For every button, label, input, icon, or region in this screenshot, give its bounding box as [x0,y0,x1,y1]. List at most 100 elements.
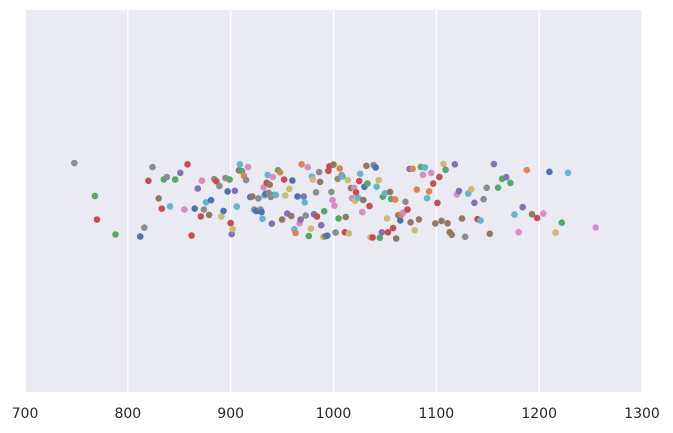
data-point [415,216,423,223]
data-point [145,177,152,185]
data-point [592,224,599,231]
data-point [404,206,411,213]
data-point [301,199,309,206]
data-point [166,203,174,210]
data-point [300,193,308,200]
data-point [330,161,337,168]
data-point [269,173,277,181]
data-point [181,206,188,213]
data-point [342,213,350,221]
data-point [540,210,547,217]
data-point [359,208,366,216]
data-point [436,173,443,181]
data-point [136,233,144,240]
data-point [389,224,397,232]
data-point [503,173,510,181]
data-point [528,211,536,218]
data-point [364,180,371,187]
data-point [352,189,360,196]
data-point [376,234,384,242]
data-point [386,188,394,196]
data-point [546,168,553,176]
data-point [213,177,220,185]
data-point [339,173,347,180]
data-point [494,184,502,191]
data-point [317,221,325,229]
data-point [266,181,274,188]
data-point [205,211,213,219]
data-point [515,228,522,236]
data-point [297,216,304,223]
data-point [375,176,383,184]
data-point [483,184,491,192]
data-point [366,202,373,210]
data-point [286,185,293,193]
data-point [468,185,475,193]
data-point [490,160,498,168]
data-point [444,220,451,227]
data-point [480,195,487,203]
data-point [313,213,321,220]
data-point [298,161,305,168]
data-point [177,169,184,177]
data-point [425,188,433,195]
data-point [429,180,437,187]
data-point [163,173,171,181]
data-point [427,169,435,177]
data-point [451,161,459,168]
data-point [93,216,101,223]
data-point [91,192,99,200]
data-point [421,164,429,171]
data-point [276,169,284,176]
data-point [249,193,256,200]
data-point [384,229,392,236]
data-point [411,227,419,234]
data-point [191,205,198,212]
data-point [158,205,166,212]
data-point [383,215,391,222]
data-point [363,162,370,170]
data-point [155,195,162,202]
data-point [224,188,231,195]
data-point [233,203,241,210]
data-point [442,166,449,174]
data-point [448,231,456,239]
data-point [316,178,324,186]
data-point [289,177,296,184]
x-tick-label: 1100 [419,406,455,422]
data-point [391,196,399,203]
data-point [229,225,236,233]
data-point [200,206,208,213]
grid-lines [24,10,643,392]
data-point [458,215,466,222]
data-point [331,202,338,209]
data-point [355,177,363,185]
data-point [305,232,313,240]
data-point [304,163,312,171]
data-point [423,194,431,202]
data-point [438,217,445,225]
data-point [329,196,336,204]
data-point [228,230,235,238]
data-point [216,182,223,190]
data-point [149,163,156,171]
data-point [231,187,239,195]
x-tick-label: 700 [12,406,39,422]
x-tick-label: 1200 [521,406,557,422]
data-point [268,220,276,227]
x-tick-label: 800 [114,406,141,422]
data-point [258,208,265,216]
data-point [227,219,234,227]
data-point [552,229,559,236]
data-point [198,177,206,184]
data-point [419,171,427,179]
data-point [242,176,250,184]
data-point [328,188,335,196]
data-point [188,232,195,239]
data-point [280,176,288,183]
data-point [236,161,244,168]
data-point [392,235,400,242]
data-point [533,214,541,222]
data-point [272,191,280,199]
data-point [471,199,478,207]
